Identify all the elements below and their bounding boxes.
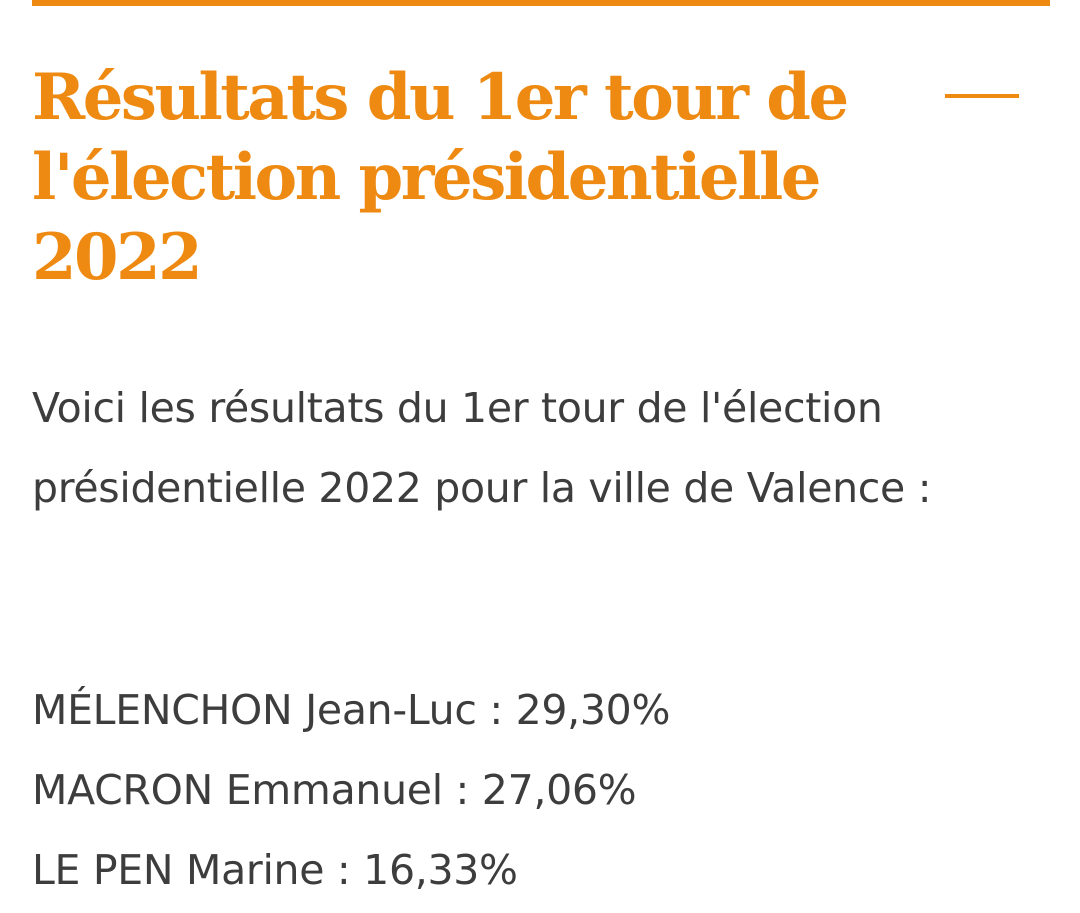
candidate-percent: 27,06% [481, 766, 637, 814]
collapse-dash-icon [945, 94, 1019, 98]
collapse-toggle-button[interactable] [935, 78, 1031, 114]
candidate-name: MACRON Emmanuel [32, 766, 443, 814]
candidate-name: MÉLENCHON Jean-Luc [32, 686, 477, 734]
result-row: MÉLENCHON Jean-Luc : 29,30% [32, 686, 671, 734]
section-title: Résultats du 1er tour de l'élection prés… [32, 60, 849, 295]
accent-divider [32, 0, 1050, 6]
candidate-percent: 16,33% [363, 846, 518, 894]
result-row: MACRON Emmanuel : 27,06% [32, 766, 637, 814]
candidate-percent: 29,30% [515, 686, 671, 734]
candidate-name: LE PEN Marine [32, 846, 325, 894]
result-row: LE PEN Marine : 16,33% [32, 846, 518, 894]
intro-text: Voici les résultats du 1er tour de l'éle… [32, 384, 932, 512]
results-list: MÉLENCHON Jean-Luc : 29,30% MACRON Emman… [32, 670, 1042, 910]
